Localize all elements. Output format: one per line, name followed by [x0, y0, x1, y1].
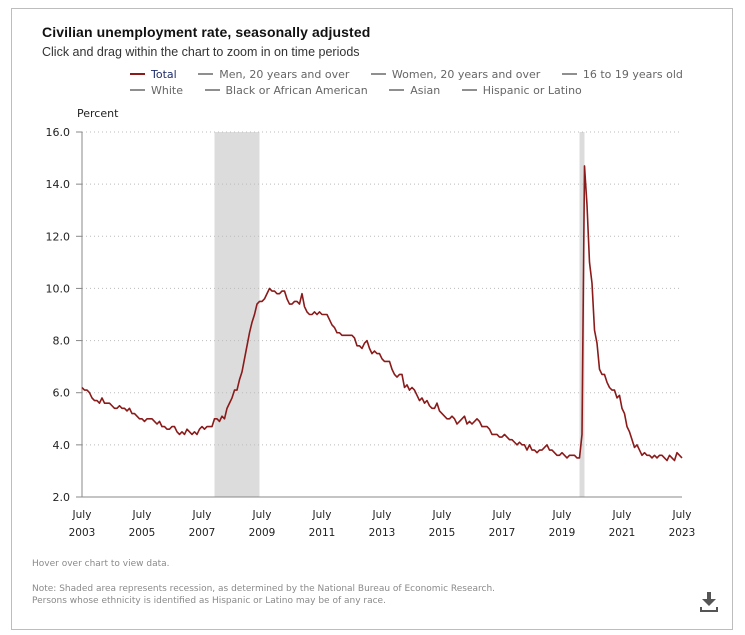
- x-tick-month: July: [312, 509, 332, 521]
- x-tick-labels: July 2003 July 2005 July 2007 July 2009 July 2011…: [69, 509, 696, 539]
- legend-item-women-20-over[interactable]: Women, 20 years and over: [370, 68, 541, 81]
- legend-label: Hispanic or Latino: [482, 84, 582, 97]
- legend-label: White: [151, 84, 183, 97]
- axis-layer: [76, 131, 682, 498]
- x-tick-year: 2019: [549, 527, 576, 539]
- recession-shade: [579, 132, 585, 497]
- y-tick-label: 2.0: [53, 491, 71, 504]
- x-tick-year: 2013: [369, 527, 396, 539]
- y-tick-label: 10.0: [46, 282, 71, 295]
- x-tick-year: 2009: [249, 527, 276, 539]
- legend-swatch: [198, 73, 214, 75]
- x-tick-year: 2007: [189, 527, 216, 539]
- y-tick-label: 14.0: [46, 178, 71, 191]
- y-tick-label: 12.0: [46, 230, 71, 243]
- legend-item-total[interactable]: Total: [130, 68, 177, 81]
- legend-swatch: [561, 73, 577, 75]
- legend-label: Men, 20 years and over: [219, 68, 350, 81]
- legend-label: 16 to 19 years old: [582, 68, 683, 81]
- x-tick-month: July: [132, 509, 152, 521]
- download-icon: [700, 592, 718, 612]
- legend-label: Women, 20 years and over: [391, 68, 541, 81]
- y-axis-label: Percent: [77, 107, 119, 120]
- note-recession: Note: Shaded area represents recession, …: [32, 584, 496, 594]
- y-tick-label: 6.0: [53, 387, 71, 400]
- series-layer: [81, 165, 683, 462]
- chart-panel: [11, 8, 733, 630]
- x-tick-year: 2021: [609, 527, 636, 539]
- x-tick-month: July: [492, 509, 512, 521]
- legend-item-hispanic[interactable]: Hispanic or Latino: [461, 84, 582, 97]
- recession-layer: [214, 132, 585, 497]
- recession-shade: [214, 132, 260, 497]
- legend-swatch: [461, 89, 477, 91]
- x-tick-year: 2011: [309, 527, 336, 539]
- x-tick-month: July: [192, 509, 212, 521]
- legend-label: Black or African American: [225, 84, 368, 97]
- x-tick-year: 2017: [489, 527, 516, 539]
- legend-item-asian[interactable]: Asian: [389, 84, 440, 97]
- legend-item-white[interactable]: White: [130, 84, 183, 97]
- x-tick-year: 2015: [429, 527, 456, 539]
- y-tick-label: 16.0: [46, 126, 71, 139]
- x-tick-year: 2005: [129, 527, 156, 539]
- series-line-total: [81, 165, 683, 462]
- legend-swatch: [370, 73, 386, 75]
- x-tick-month: July: [612, 509, 632, 521]
- grid-layer: [82, 131, 682, 446]
- legend-swatch: [130, 89, 145, 91]
- x-tick-month: July: [252, 509, 272, 521]
- x-tick-month: July: [552, 509, 572, 521]
- download-button[interactable]: [698, 590, 720, 614]
- x-tick-month: July: [672, 509, 692, 521]
- legend-item-men-20-over[interactable]: Men, 20 years and over: [198, 68, 349, 81]
- y-tick-labels: 16.0 14.0 12.0 10.0 8.0 6.0 4.0 2.0: [46, 126, 71, 504]
- x-tick-month: July: [432, 509, 452, 521]
- x-tick-year: 2023: [669, 527, 696, 539]
- x-tick-year: 2003: [69, 527, 96, 539]
- chart-title: Civilian unemployment rate, seasonally a…: [42, 24, 371, 40]
- hover-hint: Hover over chart to view data.: [32, 559, 170, 569]
- x-tick-month: July: [372, 509, 392, 521]
- legend-row-1: Total Men, 20 years and over Women, 20 y…: [130, 68, 683, 84]
- legend-label: Total: [151, 68, 177, 81]
- legend-swatch: [389, 89, 405, 91]
- y-tick-label: 4.0: [53, 439, 71, 452]
- legend-row-2: White Black or African American Asian Hi…: [130, 84, 650, 100]
- x-tick-month: July: [72, 509, 92, 521]
- chart-subtitle: Click and drag within the chart to zoom …: [42, 45, 360, 59]
- legend-item-black[interactable]: Black or African American: [204, 84, 368, 97]
- legend-swatch: [130, 73, 145, 75]
- legend-item-16-to-19[interactable]: 16 to 19 years old: [561, 68, 683, 81]
- legend-label: Asian: [410, 84, 441, 97]
- legend-swatch: [204, 89, 220, 91]
- y-tick-label: 8.0: [53, 335, 71, 348]
- legend: Total Men, 20 years and over Women, 20 y…: [130, 68, 683, 100]
- note-hispanic: Persons whose ethnicity is identified as…: [32, 596, 386, 606]
